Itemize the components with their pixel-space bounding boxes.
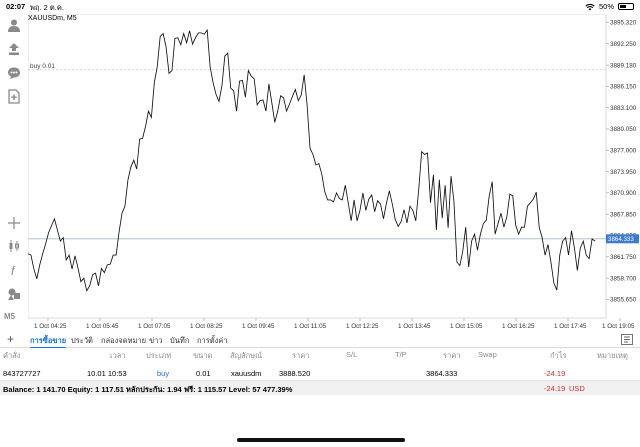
- x-tick-label: 1 Oct 04:25: [34, 323, 67, 330]
- order-time: 10.01 10:53: [87, 369, 127, 378]
- col-profit: กำไร: [550, 351, 567, 360]
- x-tick-label: 1 Oct 15:05: [450, 323, 483, 330]
- left-toolbar: f M5: [0, 14, 28, 354]
- col-symbol: สัญลักษณ์: [230, 351, 263, 360]
- x-tick-label: 1 Oct 12:25: [346, 323, 379, 330]
- col-swap: Swap: [478, 350, 497, 359]
- x-tick-label: 1 Oct 17:45: [554, 323, 587, 330]
- col-price: ราคา: [292, 351, 310, 360]
- x-tick-label: 1 Oct 19:05: [602, 323, 635, 330]
- col-order: คำสั่ง: [3, 351, 21, 360]
- x-tick-label: 1 Oct 07:05: [138, 323, 171, 330]
- bid-price-tag-text: 3864.333: [608, 236, 634, 243]
- status-bar: 02:07 พฤ. 2 ต.ค. 50%: [0, 0, 640, 14]
- balance-summary: Balance: 1 141.70 Equity: 1 117.51 หลักป…: [3, 385, 293, 394]
- candlestick-icon[interactable]: [5, 237, 23, 255]
- bid-price-tag: [606, 234, 639, 244]
- order-id: 843727727: [3, 369, 41, 378]
- y-tick-label: 3895.320: [610, 19, 637, 26]
- order-current-price: 3864.333: [426, 369, 458, 378]
- chart-plot-area: [28, 14, 607, 319]
- tab-news[interactable]: ข่าว: [149, 336, 163, 345]
- balance-bar: Balance: 1 141.70 Equity: 1 117.51 หลักป…: [0, 381, 640, 395]
- col-type: ประเภท: [146, 351, 172, 360]
- y-tick-label: 3889.180: [610, 62, 637, 69]
- battery-icon: [618, 3, 634, 10]
- x-tick-label: 1 Oct 05:45: [86, 323, 119, 330]
- x-tick-label: 1 Oct 13:45: [398, 323, 431, 330]
- status-time: 02:07: [6, 2, 26, 11]
- panel-toggle-icon[interactable]: [621, 334, 633, 345]
- col-time: เวลา: [110, 351, 126, 360]
- x-tick-label: 1 Oct 09:45: [242, 323, 275, 330]
- new-document-icon[interactable]: [5, 87, 23, 105]
- chat-icon[interactable]: [5, 64, 23, 82]
- profit-currency: USD: [569, 384, 585, 393]
- wifi-icon: [585, 3, 595, 10]
- x-tick-label: 1 Oct 08:25: [190, 323, 223, 330]
- y-tick-label: 3855.650: [610, 297, 637, 304]
- x-tick-label: 1 Oct 16:25: [502, 323, 535, 330]
- crosshair-icon[interactable]: [5, 214, 23, 232]
- y-tick-label: 3883.100: [610, 105, 637, 112]
- account-icon[interactable]: [5, 16, 23, 34]
- tab-history[interactable]: ประวัติ: [71, 336, 93, 345]
- order-open-price: 3888.520: [279, 369, 311, 378]
- y-tick-label: 3858.700: [610, 275, 637, 282]
- y-tick-label: 3867.850: [610, 211, 637, 218]
- symbol-label: XAUUSDm, M5: [28, 15, 77, 22]
- y-tick-label: 3886.150: [610, 84, 637, 91]
- add-button[interactable]: +: [7, 332, 15, 346]
- tab-journal[interactable]: บันทึก: [170, 336, 190, 345]
- tab-mailbox[interactable]: กล่องจดหมาย: [101, 336, 147, 345]
- order-profit: -24.19: [544, 369, 566, 378]
- col-sl: S/L: [346, 350, 358, 359]
- home-indicator: [237, 438, 405, 442]
- y-tick-label: 3880.050: [610, 126, 637, 133]
- order-volume: 0.01: [196, 369, 211, 378]
- entry-order-label: buy 0.01: [30, 63, 55, 70]
- objects-icon[interactable]: [5, 285, 23, 303]
- col-current-price: ราคา: [443, 351, 461, 360]
- col-comment: หมายเหตุ: [597, 351, 628, 360]
- y-tick-label: 3892.250: [610, 41, 637, 48]
- row-divider: [0, 380, 640, 381]
- svg-text:f: f: [11, 264, 16, 277]
- price-series-line: [28, 28, 596, 292]
- tab-settings[interactable]: การตั้งค่า: [197, 336, 228, 345]
- y-tick-label: 3870.900: [610, 190, 637, 197]
- trade-icon[interactable]: [5, 40, 23, 58]
- total-profit: -24.19: [544, 384, 566, 393]
- battery-percent: 50%: [598, 2, 614, 11]
- order-type: buy: [157, 369, 170, 378]
- terminal-tabs: + การซื้อขาย ประวัติ กล่องจดหมาย ข่าว บั…: [0, 332, 640, 348]
- y-tick-label: 3873.950: [610, 169, 637, 176]
- order-symbol: xauusdm: [231, 369, 262, 378]
- status-date: พฤ. 2 ต.ค.: [30, 3, 64, 12]
- timeframe-label[interactable]: M5: [4, 312, 16, 321]
- y-tick-label: 3861.750: [610, 254, 637, 261]
- col-volume: ขนาด: [193, 351, 213, 360]
- col-tp: T/P: [395, 350, 407, 359]
- status-right: 50%: [585, 2, 634, 11]
- x-tick-label: 1 Oct 11:05: [294, 323, 327, 330]
- tab-trade[interactable]: การซื้อขาย: [30, 335, 67, 348]
- y-tick-label: 3877.000: [610, 147, 637, 154]
- price-chart[interactable]: 3895.320 3892.250 3889.180 3886.150 3883.100…: [28, 14, 640, 331]
- function-icon[interactable]: f: [5, 261, 23, 279]
